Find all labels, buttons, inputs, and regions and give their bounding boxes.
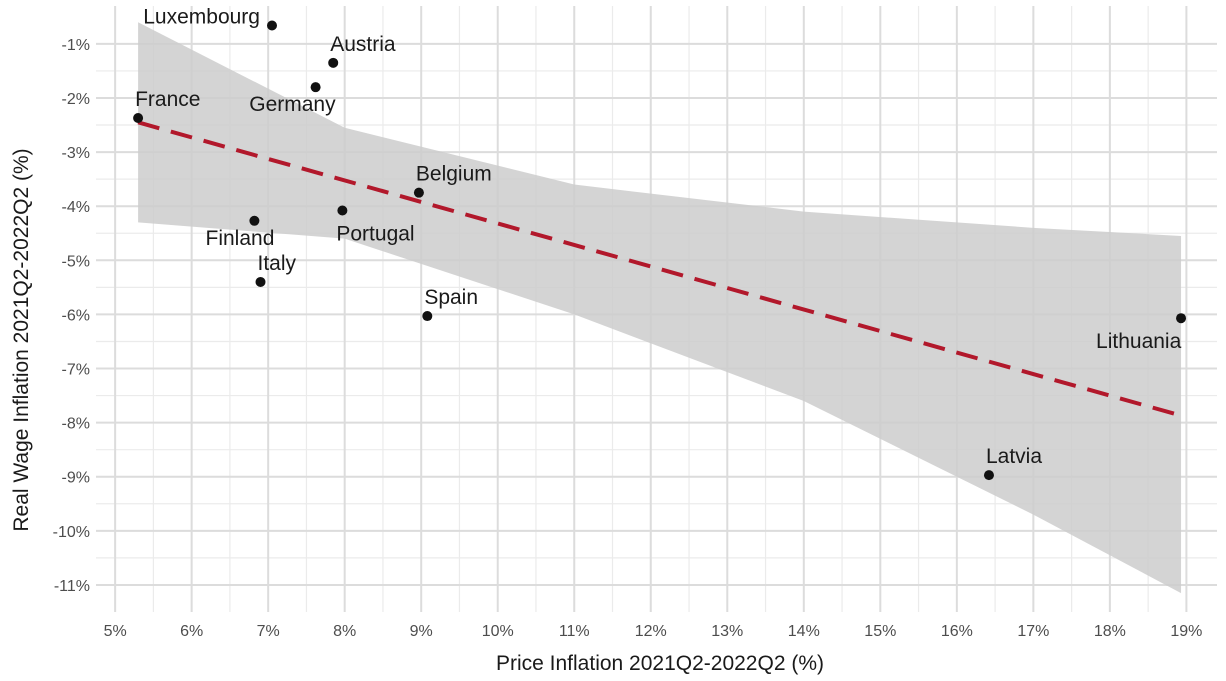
- point-spain: [422, 311, 433, 322]
- point-austria: [328, 57, 339, 68]
- x-tick-label: 16%: [941, 623, 973, 640]
- fit-line-group: [137, 120, 1182, 418]
- x-tick-label: 18%: [1094, 623, 1126, 640]
- x-axis-title: Price Inflation 2021Q2-2022Q2 (%): [496, 652, 824, 675]
- y-tick-label: -1%: [62, 37, 90, 54]
- y-tick-label: -7%: [62, 362, 90, 379]
- y-tick-label: -8%: [62, 416, 90, 433]
- x-tick-label: 14%: [788, 623, 820, 640]
- x-tick-label: 10%: [482, 623, 514, 640]
- x-tick-label: 12%: [635, 623, 667, 640]
- label-finland: Finland: [206, 227, 275, 250]
- label-portugal: Portugal: [336, 223, 414, 246]
- point-latvia: [983, 470, 994, 481]
- confidence-band-area: [138, 22, 1182, 594]
- point-luxembourg: [266, 20, 277, 31]
- point-france: [133, 113, 144, 124]
- y-tick-label: -5%: [62, 253, 90, 270]
- x-tick-label: 7%: [257, 623, 280, 640]
- y-tick-label: -4%: [62, 199, 90, 216]
- label-lithuania: Lithuania: [1096, 330, 1182, 353]
- x-tick-label: 6%: [180, 623, 203, 640]
- y-tick-label: -2%: [62, 91, 90, 108]
- label-italy: Italy: [258, 252, 297, 275]
- point-labels: Luxembourg Austria Germany France Belgium Por…: [135, 5, 1182, 468]
- x-tick-label: 17%: [1017, 623, 1049, 640]
- point-belgium: [413, 187, 424, 198]
- y-tick-label: -3%: [62, 145, 90, 162]
- point-portugal: [337, 205, 348, 216]
- label-luxembourg: Luxembourg: [143, 5, 260, 28]
- x-tick-label: 9%: [410, 623, 433, 640]
- x-tick-label: 5%: [104, 623, 127, 640]
- point-italy: [255, 276, 266, 287]
- point-lithuania: [1176, 313, 1187, 324]
- y-tick-labels: -1% -2% -3% -4% -5% -6% -7% -8% -9% -10% -11%: [53, 37, 90, 595]
- x-tick-label: 11%: [559, 623, 590, 640]
- label-belgium: Belgium: [416, 163, 492, 186]
- y-tick-label: -6%: [62, 307, 90, 324]
- x-tick-labels: 5% 6% 7% 8% 9% 10% 11% 12% 13% 14% 15% 16% 17% 18% 19%: [104, 623, 1203, 640]
- label-germany: Germany: [249, 93, 336, 116]
- label-spain: Spain: [424, 286, 478, 309]
- x-tick-label: 8%: [333, 623, 356, 640]
- confidence-band: [138, 22, 1182, 594]
- y-tick-label: -11%: [54, 578, 90, 595]
- x-tick-label: 19%: [1170, 623, 1202, 640]
- y-tick-label: -9%: [62, 470, 90, 487]
- point-germany: [310, 82, 321, 93]
- label-latvia: Latvia: [986, 445, 1042, 468]
- data-points: [133, 20, 1187, 481]
- y-axis-title: Real Wage Inflation 2021Q2-2022Q2 (%): [10, 148, 33, 531]
- y-tick-label: -10%: [53, 524, 90, 541]
- x-tick-label: 15%: [864, 623, 896, 640]
- label-france: France: [135, 88, 200, 111]
- x-tick-label: 13%: [711, 623, 743, 640]
- label-austria: Austria: [330, 33, 396, 56]
- fit-line: [137, 120, 1182, 418]
- point-finland: [249, 215, 260, 226]
